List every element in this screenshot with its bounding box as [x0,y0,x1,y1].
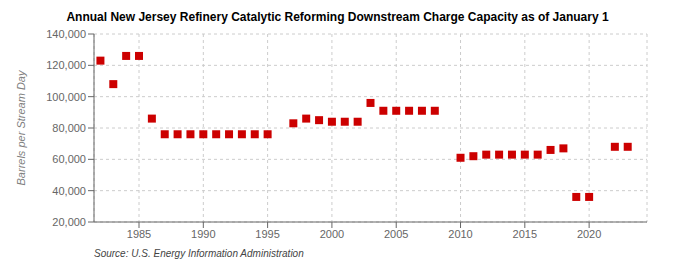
svg-text:1995: 1995 [255,228,279,240]
svg-text:40,000: 40,000 [52,185,86,197]
html-text:Annual New Jersey Refinery Cat: Annual New Jersey Refinery Catalytic Ref… [66,10,609,24]
svg-text:20,000: 20,000 [52,216,86,228]
html-text:Source: U.S. Energy Informatio: Source: U.S. Energy Information Administ… [94,248,304,259]
svg-text:1990: 1990 [191,228,215,240]
svg-text:140,000: 140,000 [46,28,86,40]
svg-text:2020: 2020 [577,228,601,240]
svg-text:80,000: 80,000 [52,122,86,134]
svg-text:2000: 2000 [320,228,344,240]
svg-text:1985: 1985 [127,228,151,240]
svg-text:100,000: 100,000 [46,91,86,103]
svg-text:120,000: 120,000 [46,59,86,71]
svg-text:2015: 2015 [513,228,537,240]
svg-text:2005: 2005 [384,228,408,240]
svg-text:Barrels per Stream Day: Barrels per Stream Day [15,69,27,185]
svg-text:2010: 2010 [448,228,472,240]
svg-text:60,000: 60,000 [52,153,86,165]
